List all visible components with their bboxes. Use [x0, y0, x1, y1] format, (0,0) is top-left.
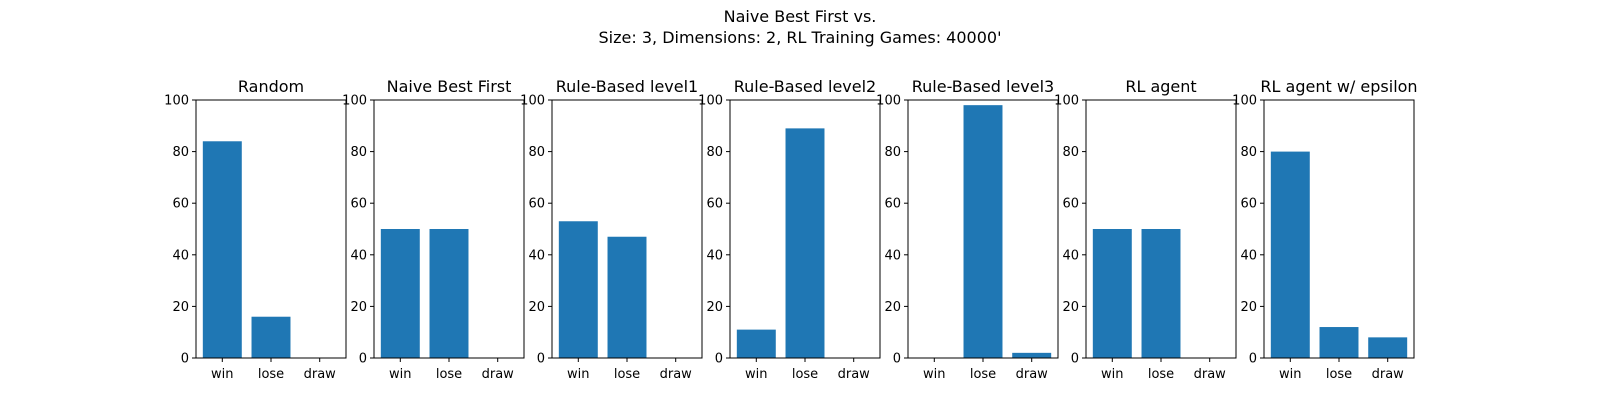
y-tick-label: 20 [706, 300, 723, 315]
x-tick-label: draw [660, 367, 693, 382]
y-tick-label: 0 [359, 352, 367, 367]
y-tick-label: 100 [164, 94, 189, 109]
x-tick-label: lose [1148, 367, 1174, 382]
y-tick-label: 80 [172, 145, 189, 160]
subplot-title: Rule-Based level1 [556, 77, 698, 96]
figure-title: Naive Best First vs. Size: 3, Dimensions… [598, 7, 1002, 47]
y-tick-label: 40 [706, 248, 723, 263]
bar-lose [963, 105, 1003, 358]
subplot-6: RL agent w/ epsilon 0 20 40 60 80 100 win lose dr… [1232, 77, 1417, 382]
x-tick-label: draw [1016, 367, 1049, 382]
x-tick-label: lose [258, 367, 284, 382]
subplot-title: Rule-Based level2 [734, 77, 876, 96]
y-tick-label: 100 [1232, 94, 1257, 109]
subplot-4: Rule-Based level3 0 20 40 60 80 100 win lose draw [876, 77, 1059, 382]
x-tick-label: win [923, 367, 945, 382]
y-tick-label: 80 [1062, 145, 1079, 160]
y-tick-label: 40 [172, 248, 189, 263]
bar-win [1270, 151, 1310, 358]
y-tick-label: 60 [350, 197, 367, 212]
bar-win [558, 221, 598, 358]
y-tick-label: 60 [1240, 197, 1257, 212]
bar-win [736, 329, 776, 358]
y-tick-label: 20 [884, 300, 901, 315]
x-tick-label: draw [1372, 367, 1405, 382]
subplot-0: Random 0 20 40 60 80 100 win lose draw [164, 77, 347, 382]
x-tick-label: win [567, 367, 589, 382]
y-tick-label: 60 [172, 197, 189, 212]
y-tick-label: 40 [1062, 248, 1079, 263]
x-tick-label: win [1279, 367, 1301, 382]
y-tick-label: 20 [1240, 300, 1257, 315]
bar-lose [785, 128, 825, 358]
x-tick-label: draw [838, 367, 871, 382]
bar-win [202, 141, 242, 358]
y-tick-label: 0 [893, 352, 901, 367]
bar-draw [1012, 352, 1052, 358]
y-tick-label: 20 [172, 300, 189, 315]
subplot-title: RL agent w/ epsilon [1260, 77, 1417, 96]
x-tick-label: lose [614, 367, 640, 382]
y-tick-label: 0 [181, 352, 189, 367]
bar-draw [1368, 337, 1408, 358]
subplot-3: Rule-Based level2 0 20 40 60 80 100 win lose draw [698, 77, 881, 382]
bar-win [380, 229, 420, 358]
x-tick-label: lose [792, 367, 818, 382]
x-tick-label: lose [970, 367, 996, 382]
y-tick-label: 20 [350, 300, 367, 315]
subplot-title: RL agent [1125, 77, 1196, 96]
bar-win [1092, 229, 1132, 358]
y-tick-label: 40 [884, 248, 901, 263]
bar-lose [1141, 229, 1181, 358]
y-tick-label: 80 [706, 145, 723, 160]
subplot-2: Rule-Based level1 0 20 40 60 80 100 win lose draw [520, 77, 703, 382]
bar-lose [1319, 327, 1359, 358]
y-tick-label: 60 [884, 197, 901, 212]
subplot-title: Rule-Based level3 [912, 77, 1054, 96]
y-tick-label: 100 [342, 94, 367, 109]
y-tick-label: 80 [350, 145, 367, 160]
x-tick-label: win [1101, 367, 1123, 382]
y-tick-label: 0 [715, 352, 723, 367]
y-tick-label: 60 [528, 197, 545, 212]
bar-lose [429, 229, 469, 358]
y-tick-label: 0 [1249, 352, 1257, 367]
subplot-5: RL agent 0 20 40 60 80 100 win lose draw [1054, 77, 1237, 382]
x-tick-label: win [389, 367, 411, 382]
y-tick-label: 80 [1240, 145, 1257, 160]
x-tick-label: draw [304, 367, 337, 382]
bar-lose [607, 236, 647, 358]
x-tick-label: win [211, 367, 233, 382]
y-tick-label: 60 [1062, 197, 1079, 212]
y-tick-label: 100 [520, 94, 545, 109]
y-tick-label: 60 [706, 197, 723, 212]
y-tick-label: 80 [884, 145, 901, 160]
x-tick-label: lose [436, 367, 462, 382]
y-tick-label: 40 [350, 248, 367, 263]
x-tick-label: draw [1194, 367, 1227, 382]
subplot-title: Random [238, 77, 304, 96]
y-tick-label: 40 [1240, 248, 1257, 263]
y-tick-label: 20 [1062, 300, 1079, 315]
x-tick-label: draw [482, 367, 515, 382]
y-tick-label: 0 [537, 352, 545, 367]
subplot-1: Naive Best First 0 20 40 60 80 100 win lose draw [342, 77, 525, 382]
y-tick-label: 100 [698, 94, 723, 109]
y-tick-label: 0 [1071, 352, 1079, 367]
x-tick-label: lose [1326, 367, 1352, 382]
y-tick-label: 100 [1054, 94, 1079, 109]
y-tick-label: 80 [528, 145, 545, 160]
bar-lose [251, 316, 291, 358]
y-tick-label: 40 [528, 248, 545, 263]
subplot-title: Naive Best First [387, 77, 512, 96]
y-tick-label: 100 [876, 94, 901, 109]
y-tick-label: 20 [528, 300, 545, 315]
x-tick-label: win [745, 367, 767, 382]
